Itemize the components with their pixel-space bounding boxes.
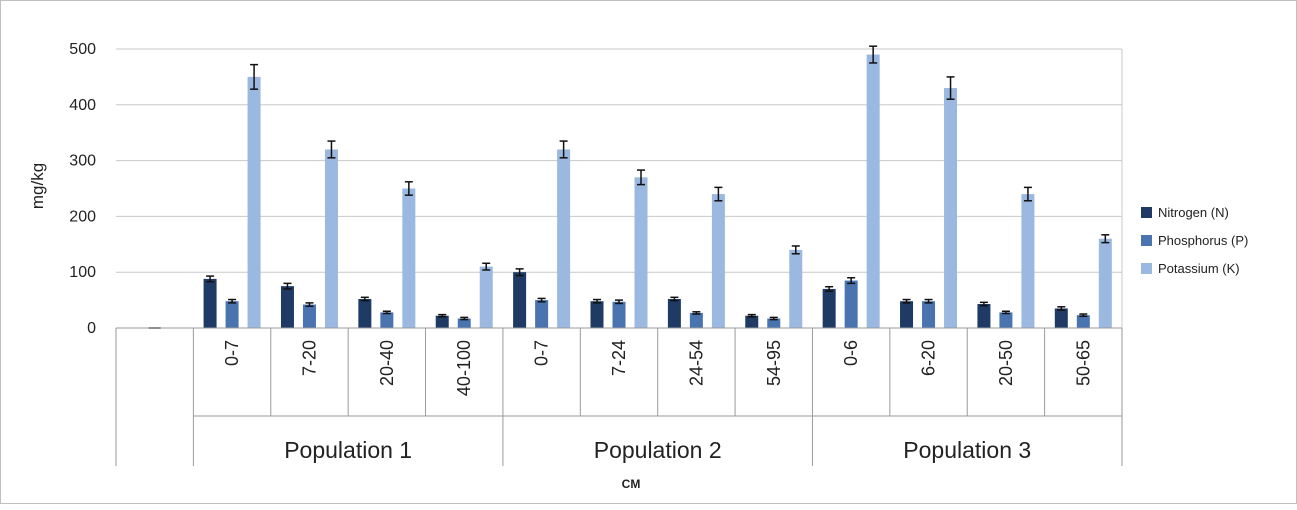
bars xyxy=(148,45,1112,329)
gridlines xyxy=(116,48,1123,329)
x-axis-label: CM xyxy=(622,477,641,491)
bar xyxy=(358,298,372,328)
category-label: 20-50 xyxy=(996,340,1016,386)
bar xyxy=(689,312,703,328)
bar xyxy=(789,249,803,328)
bar xyxy=(944,88,958,328)
group-label: Population 2 xyxy=(594,437,722,463)
legend-swatch xyxy=(1141,263,1152,274)
category-label: 7-24 xyxy=(609,340,629,376)
category-label: 0-7 xyxy=(222,340,242,366)
group-label: Population 1 xyxy=(284,437,412,463)
bar xyxy=(247,76,261,329)
category-label: 20-40 xyxy=(377,340,397,386)
bar xyxy=(822,288,836,328)
bar xyxy=(922,301,936,328)
bar xyxy=(203,278,217,328)
bar xyxy=(844,280,858,328)
bar xyxy=(1054,308,1068,328)
bar xyxy=(767,318,781,328)
legend: Nitrogen (N) Phosphorus (P) Potassium (K) xyxy=(1141,205,1248,276)
y-tick-label: 400 xyxy=(69,97,96,114)
bar xyxy=(457,318,471,328)
bar xyxy=(612,301,626,328)
y-tick-label: 500 xyxy=(69,41,96,58)
legend-label: Potassium (K) xyxy=(1158,261,1240,276)
bar xyxy=(711,194,725,328)
bar xyxy=(866,54,880,329)
legend-swatch xyxy=(1141,235,1152,246)
bar xyxy=(479,266,493,328)
y-tick-label: 0 xyxy=(87,320,96,337)
bar xyxy=(225,301,239,328)
bar xyxy=(380,312,394,328)
category-label: 0-6 xyxy=(841,340,861,366)
bar xyxy=(634,177,648,328)
bar xyxy=(435,315,449,328)
y-tick-label: 200 xyxy=(69,208,96,225)
category-label: 7-20 xyxy=(299,340,319,376)
bar xyxy=(1076,315,1090,328)
y-tick-label: 300 xyxy=(69,153,96,170)
bar xyxy=(667,298,681,328)
bar xyxy=(977,304,991,328)
bar xyxy=(745,315,759,328)
bar xyxy=(999,312,1013,328)
y-axis-label: mg/kg xyxy=(28,163,47,209)
legend-swatch xyxy=(1141,207,1152,218)
bar xyxy=(324,149,338,328)
category-label: 50-65 xyxy=(1073,340,1093,386)
group-label: Population 3 xyxy=(903,437,1031,463)
category-label: 24-54 xyxy=(686,340,706,386)
legend-label: Nitrogen (N) xyxy=(1158,205,1229,220)
bar xyxy=(513,272,527,328)
bar xyxy=(590,301,604,328)
legend-label: Phosphorus (P) xyxy=(1158,233,1248,248)
bar xyxy=(302,304,316,328)
category-label: 0-7 xyxy=(532,340,552,366)
category-label: 6-20 xyxy=(919,340,939,376)
bar xyxy=(1098,238,1112,328)
bar xyxy=(900,301,914,328)
x-axis: 0-7 7-20 20-40 40-100 0-7 7-24 24-54 54-95 0-6 6-… xyxy=(115,327,1123,466)
bar xyxy=(1021,194,1035,328)
bar xyxy=(535,300,549,328)
bar xyxy=(280,286,294,328)
category-label: 40-100 xyxy=(454,340,474,396)
category-label: 54-95 xyxy=(764,340,784,386)
bar xyxy=(402,188,416,328)
y-axis: 0 100 200 300 400 500 xyxy=(69,41,96,337)
bar xyxy=(557,149,571,328)
y-tick-label: 100 xyxy=(69,264,96,281)
